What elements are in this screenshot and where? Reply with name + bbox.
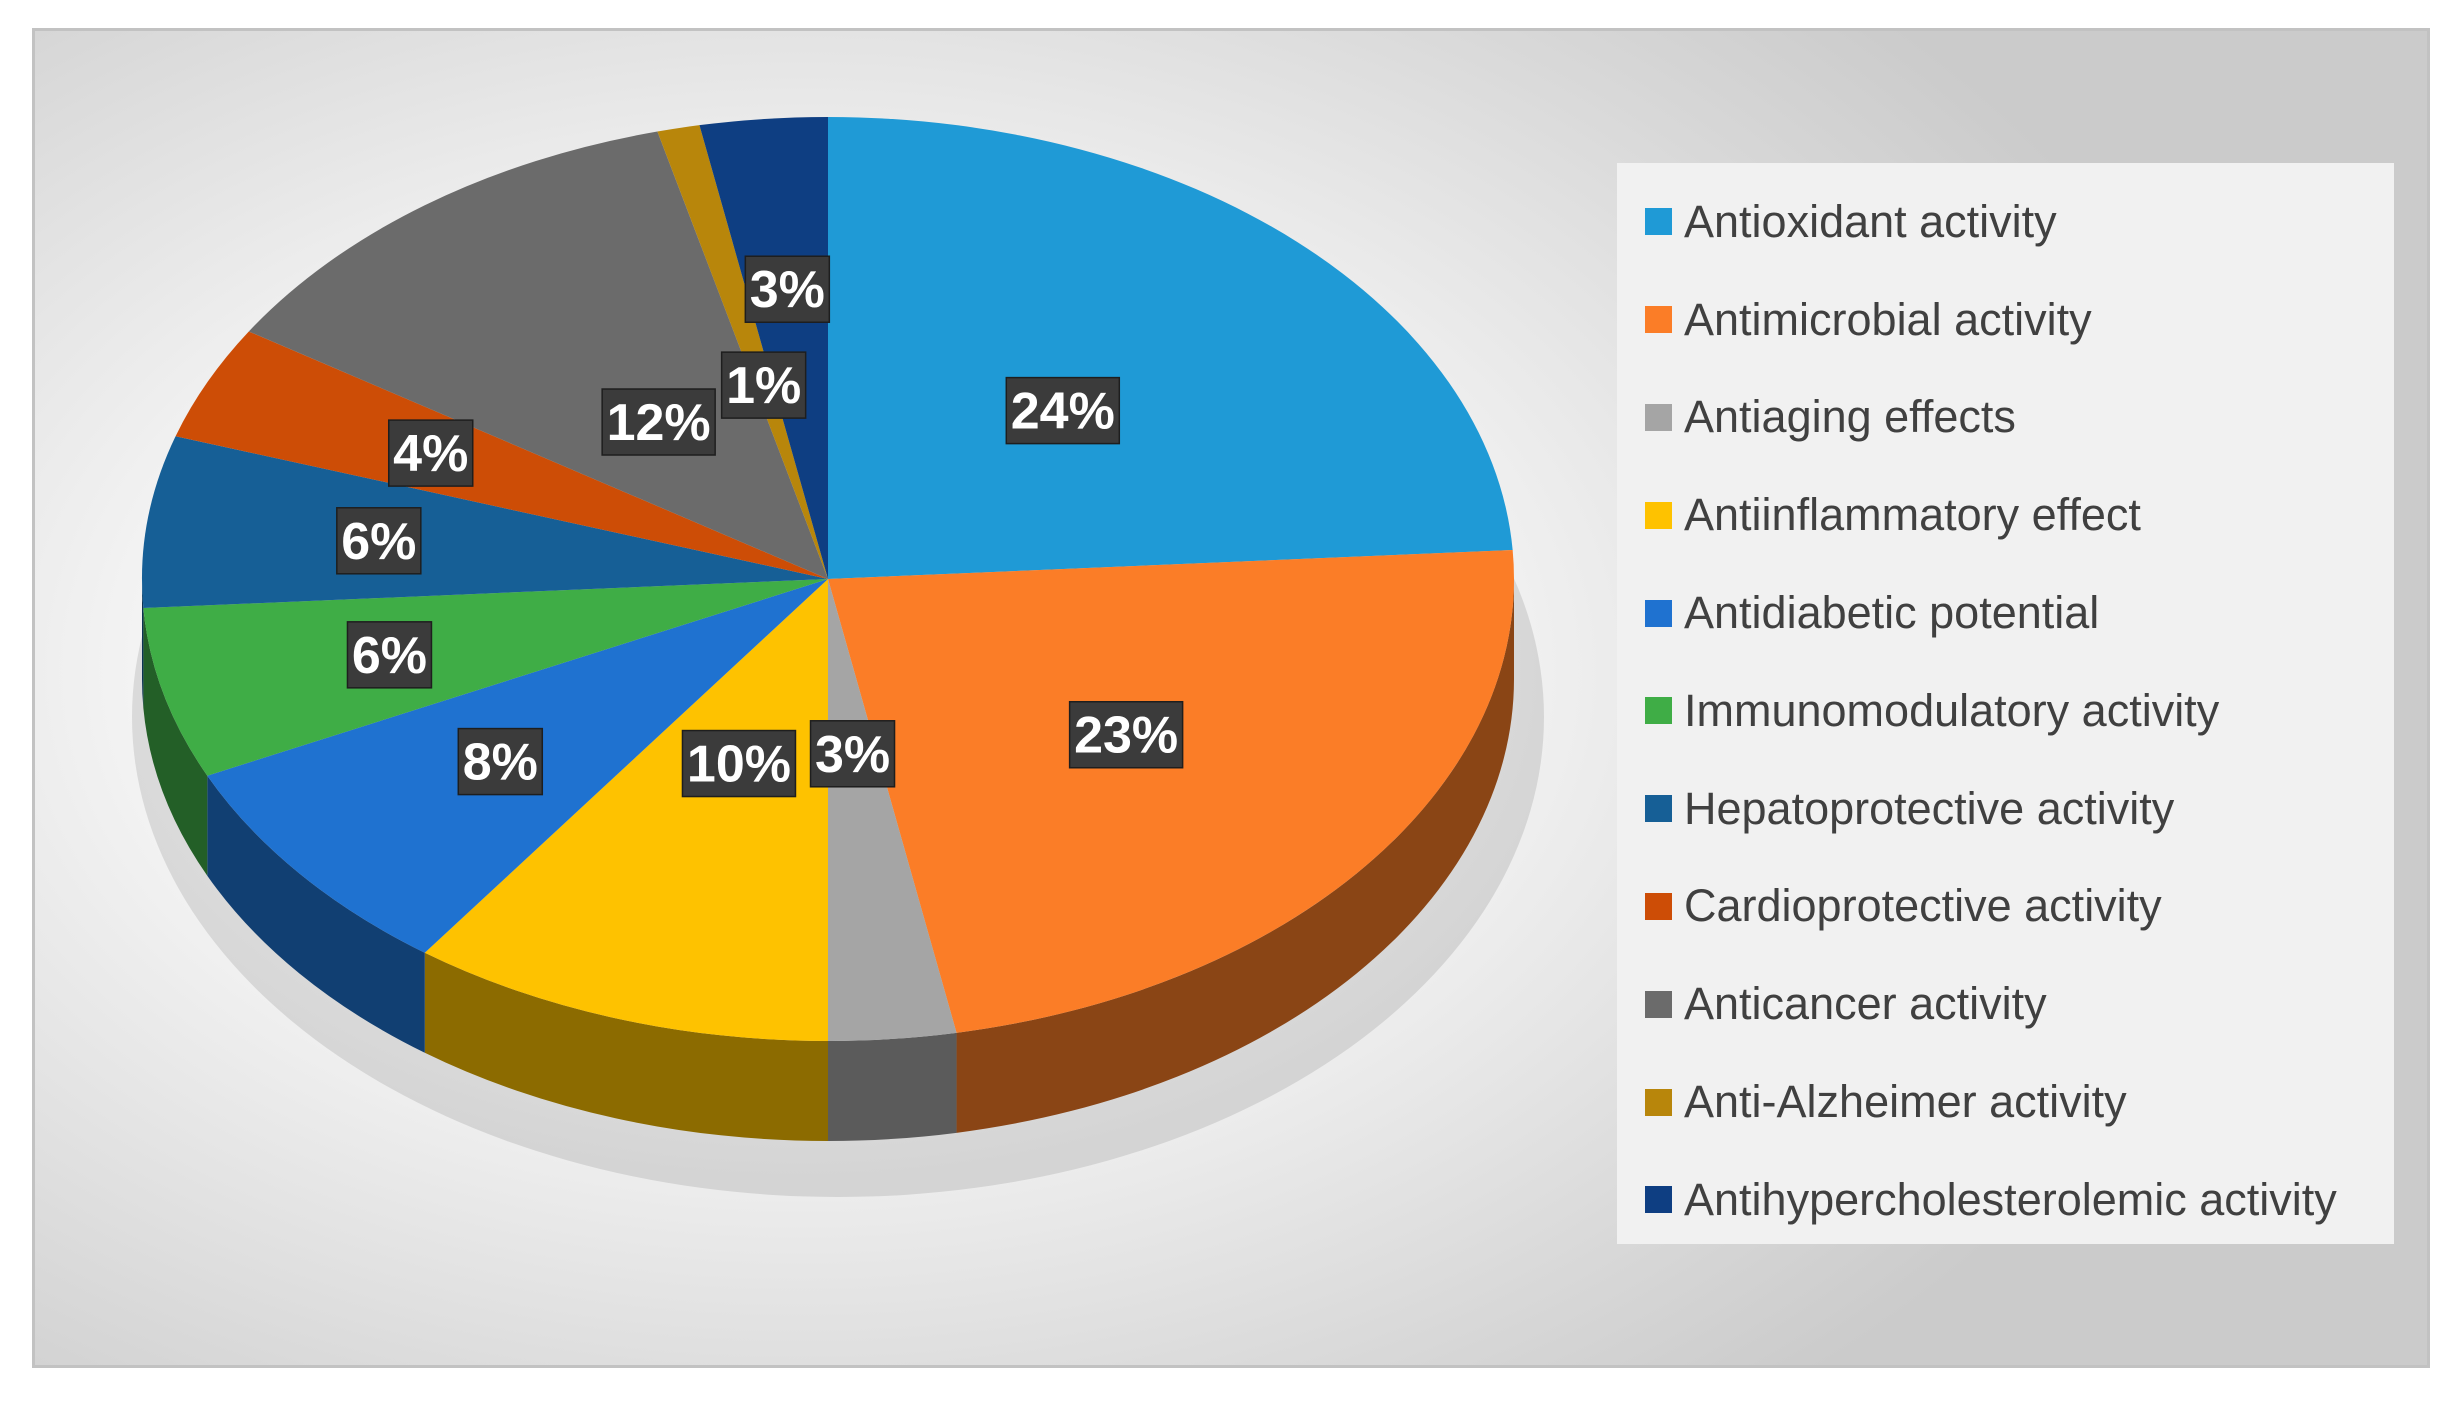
legend-label: Antihypercholesterolemic activity (1684, 1173, 2337, 1225)
legend: Antioxidant activity Antimicrobial activ… (1617, 163, 2394, 1244)
pie-chart: 24% 23% 3% 10% 8% 6% 6% 4% 12% 1% 3% (132, 117, 1544, 1197)
legend-swatch (1645, 697, 1672, 725)
pie-slice (142, 436, 829, 609)
legend-item: Hepatoprotective activity (1645, 760, 2394, 858)
data-label-box (720, 351, 807, 419)
data-label-text: 8% (463, 734, 538, 792)
legend-swatch (1645, 990, 1672, 1018)
pie-slice (699, 117, 828, 579)
legend-item: Immunomodulatory activity (1645, 662, 2394, 760)
data-label: 3% (809, 720, 896, 788)
chart-frame: 24% 23% 3% 10% 8% 6% 6% 4% 12% 1% 3% Antioxidant a… (32, 28, 2430, 1368)
pie-slice-side (424, 952, 828, 1141)
legend-label: Antidiabetic potential (1684, 587, 2100, 639)
data-label-text: 3% (750, 261, 825, 319)
legend-label: Antimicrobial activity (1684, 293, 2092, 345)
data-label-box (1068, 700, 1184, 769)
pie-sides (142, 579, 1515, 1141)
legend-item: Anticancer activity (1645, 955, 2394, 1053)
legend-label: Immunomodulatory activity (1684, 684, 2220, 736)
data-label: 10% (681, 729, 797, 798)
legend-label: Antioxidant activity (1684, 195, 2057, 247)
pie-slices (142, 117, 1514, 1041)
data-label: 3% (744, 255, 831, 323)
legend-label: Anti-Alzheimer activity (1684, 1076, 2127, 1128)
pie-slice-side (828, 1032, 957, 1141)
data-label-box (1005, 376, 1121, 445)
data-label: 24% (1005, 376, 1121, 445)
data-labels: 24% 23% 3% 10% 8% 6% 6% 4% 12% 1% 3% (336, 255, 1184, 798)
legend-swatch (1645, 1186, 1672, 1214)
pie-slice (828, 579, 957, 1041)
data-label-box (744, 255, 831, 323)
data-label-text: 1% (726, 357, 801, 415)
data-label-box (809, 720, 896, 788)
pie-slice (424, 579, 828, 1041)
legend-swatch (1645, 795, 1672, 823)
pie-slice-side (207, 775, 425, 1053)
pie-slice-side (956, 579, 1515, 1133)
legend-item: Cardioprotective activity (1645, 858, 2394, 956)
legend-item: Antiaging effects (1645, 369, 2394, 467)
data-label-text: 10% (687, 736, 791, 794)
data-label: 8% (457, 727, 544, 796)
data-label-text: 6% (352, 627, 427, 685)
legend-label: Antiinflammatory effect (1684, 489, 2141, 541)
pie-slice (828, 549, 1514, 1033)
legend-swatch (1645, 501, 1672, 529)
legend-swatch (1645, 306, 1672, 334)
data-label-text: 3% (815, 726, 890, 784)
data-label-text: 23% (1074, 707, 1178, 765)
data-label: 23% (1068, 700, 1184, 769)
legend-swatch (1645, 403, 1672, 431)
legend-item: Antimicrobial activity (1645, 271, 2394, 369)
data-label-text: 24% (1011, 383, 1115, 441)
legend-item: Antiinflammatory effect (1645, 466, 2394, 564)
legend-item: Antioxidant activity (1645, 173, 2394, 271)
data-label-box (681, 729, 797, 798)
legend-label: Cardioprotective activity (1684, 880, 2162, 932)
data-label: 1% (720, 351, 807, 419)
pie-slice (143, 579, 829, 776)
legend-swatch (1645, 599, 1672, 627)
legend-label: Antiaging effects (1684, 391, 2016, 443)
data-label-text: 12% (607, 394, 711, 452)
data-label-box (336, 507, 422, 575)
pie-slice-side (142, 579, 144, 709)
data-label: 4% (387, 419, 474, 487)
pie-slice (248, 131, 829, 579)
data-label: 6% (346, 621, 433, 689)
data-label: 6% (336, 507, 422, 575)
data-label-box (601, 388, 716, 456)
pie-slice-side (143, 608, 208, 876)
legend-label: Anticancer activity (1684, 978, 2047, 1030)
legend-swatch (1645, 892, 1672, 920)
pie-slice (175, 331, 829, 579)
legend-swatch (1645, 208, 1672, 236)
legend-label: Hepatoprotective activity (1684, 782, 2175, 834)
pie-slice (828, 117, 1513, 579)
legend-item: Antihypercholesterolemic activity (1645, 1151, 2394, 1249)
data-label-text: 4% (393, 425, 468, 483)
data-label: 12% (601, 388, 716, 456)
legend-item: Anti-Alzheimer activity (1645, 1053, 2394, 1151)
legend-item: Antidiabetic potential (1645, 564, 2394, 662)
data-label-box (346, 621, 433, 689)
data-label-box (457, 727, 544, 796)
legend-swatch (1645, 1088, 1672, 1116)
data-label-box (387, 419, 474, 487)
data-label-text: 6% (341, 513, 416, 571)
